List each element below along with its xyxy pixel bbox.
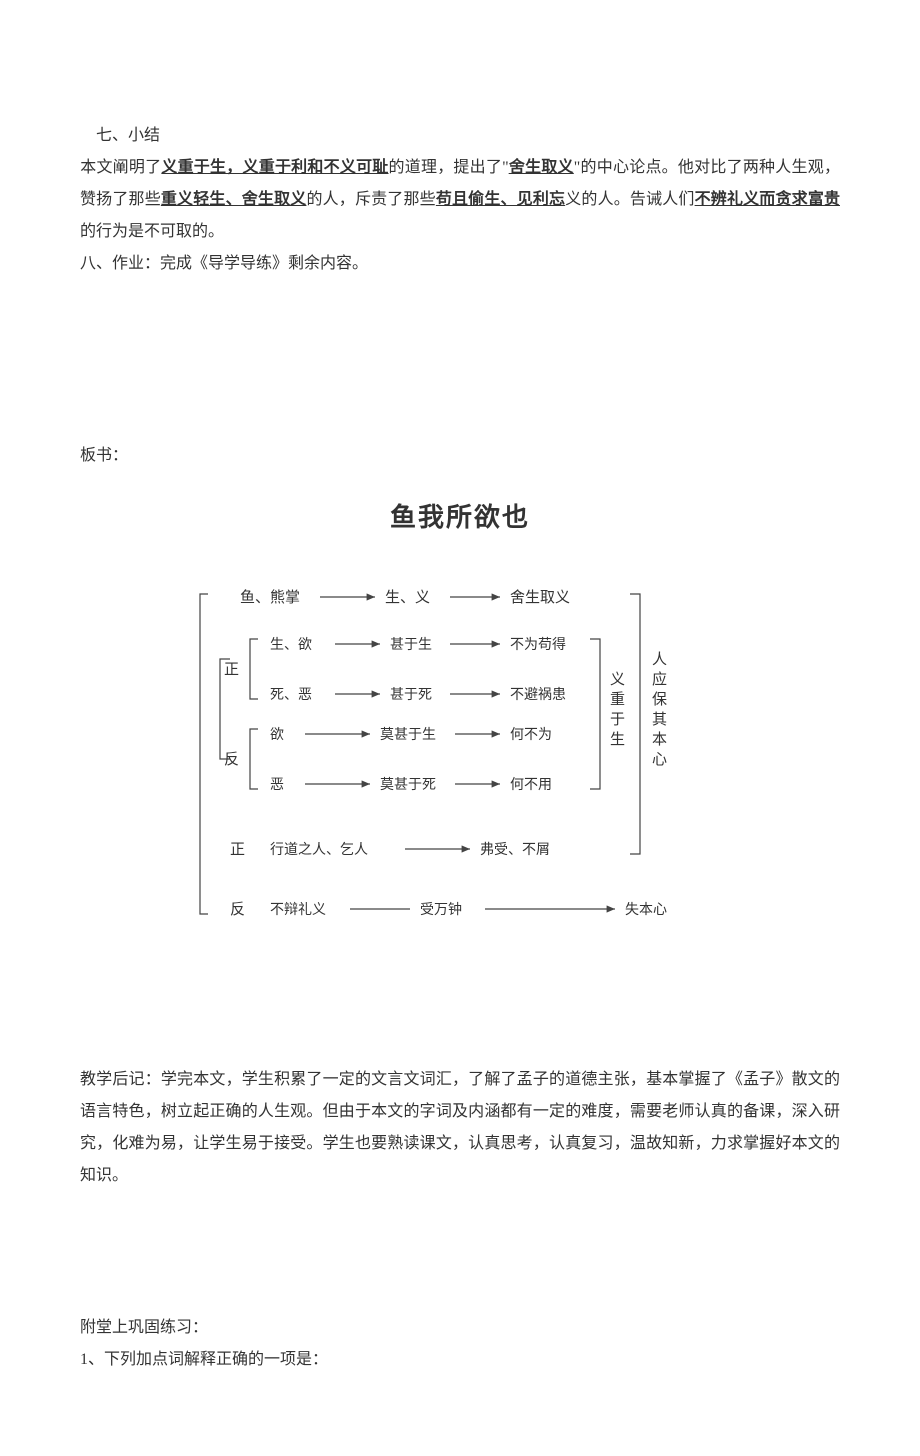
- right-col2-1: 人: [652, 651, 667, 668]
- spacer: [80, 1192, 840, 1312]
- r7-label: 反: [230, 901, 245, 918]
- right-col1-3: 于: [610, 712, 625, 728]
- houji-body: 学完本文，学生积累了一定的文言文词汇，了解了孟子的道德主张，基本掌握了《孟子》散…: [80, 1071, 840, 1184]
- s7-u5: 不辨礼义而贪求富贵: [695, 191, 840, 208]
- right-col1-1: 义: [610, 671, 625, 688]
- appendix-line2: 1、下列加点词解释正确的一项是：: [80, 1344, 840, 1376]
- r3-b: 甚于死: [390, 687, 432, 703]
- s7-pre: 本文阐明了: [80, 159, 161, 176]
- spacer: [80, 280, 840, 440]
- zheng1: 正: [224, 662, 239, 678]
- s7-u4: 苟且偷生、见利忘: [436, 191, 565, 208]
- document-page: 七、小结 本文阐明了义重于生，义重于利和不义可耻的道理，提出了"舍生取义"的中心…: [0, 0, 920, 1456]
- r2-c: 不为苟得: [510, 636, 566, 653]
- right-col1-2: 重: [610, 691, 625, 708]
- r4-b: 莫甚于生: [380, 727, 436, 743]
- banshu-label: 板书：: [80, 440, 840, 472]
- right-col1-4: 生: [610, 731, 625, 748]
- r2-b: 甚于生: [390, 637, 432, 653]
- diagram-title: 鱼我所欲也: [80, 492, 840, 544]
- s7-u1: 义重于生，义重于利和不义可耻: [161, 159, 388, 176]
- r5-c: 何不用: [510, 777, 552, 793]
- r6-label: 正: [230, 842, 245, 858]
- s7-m1: 的道理，提出了": [389, 159, 509, 176]
- s7-m4: 义的人。告诫人们: [565, 191, 694, 208]
- spacer: [80, 944, 840, 1064]
- right-col2-2: 应: [652, 670, 667, 688]
- s7-end: 的行为是不可取的。: [80, 223, 224, 240]
- right-col2-3: 保: [652, 691, 667, 708]
- right-col2-5: 本: [652, 731, 667, 748]
- r5-b: 莫甚于死: [380, 777, 436, 793]
- diagram-svg: 鱼、熊掌 生、义 舍生取义 正 生、欲 甚于生 不为苟得 死、恶 甚于死 不避祸…: [140, 564, 780, 944]
- right-col2-4: 其: [652, 711, 667, 728]
- r4-c: 何不为: [510, 727, 552, 743]
- r3-c: 不避祸患: [510, 687, 566, 703]
- s7-m3: 的人，斥责了那些: [306, 191, 435, 208]
- r1-c: 舍生取义: [510, 589, 570, 606]
- section-7-heading: 七、小结: [80, 120, 840, 152]
- houji-label: 教学后记：: [80, 1071, 161, 1088]
- r7-a: 不辩礼义: [270, 902, 326, 918]
- appendix-line1: 附堂上巩固练习：: [80, 1312, 840, 1344]
- r1-b: 生、义: [385, 589, 430, 606]
- r1-a: 鱼、熊掌: [240, 588, 300, 606]
- r2-a: 生、欲: [270, 637, 312, 653]
- r6-b: 弗受、不屑: [480, 842, 550, 858]
- r7-b: 受万钟: [420, 901, 462, 918]
- r4-a: 欲: [270, 727, 284, 743]
- r3-a: 死、恶: [270, 688, 312, 703]
- diagram-container: 鱼我所欲也 鱼、熊掌 生、义 舍生取义 正 生、欲 甚于生 不为苟得: [80, 492, 840, 944]
- right-col2-6: 心: [652, 751, 667, 768]
- s7-u2: 舍生取义: [509, 159, 574, 176]
- section-8: 八、作业：完成《导学导练》剩余内容。: [80, 248, 840, 280]
- section-7-body: 本文阐明了义重于生，义重于利和不义可耻的道理，提出了"舍生取义"的中心论点。他对…: [80, 152, 840, 248]
- r6-a: 行道之人、乞人: [270, 842, 368, 858]
- teaching-notes: 教学后记：学完本文，学生积累了一定的文言文词汇，了解了孟子的道德主张，基本掌握了…: [80, 1064, 840, 1192]
- fan1: 反: [224, 751, 239, 768]
- r5-a: 恶: [270, 778, 284, 793]
- r7-c: 失本心: [625, 902, 667, 918]
- s7-u3: 重义轻生、舍生取义: [161, 191, 307, 208]
